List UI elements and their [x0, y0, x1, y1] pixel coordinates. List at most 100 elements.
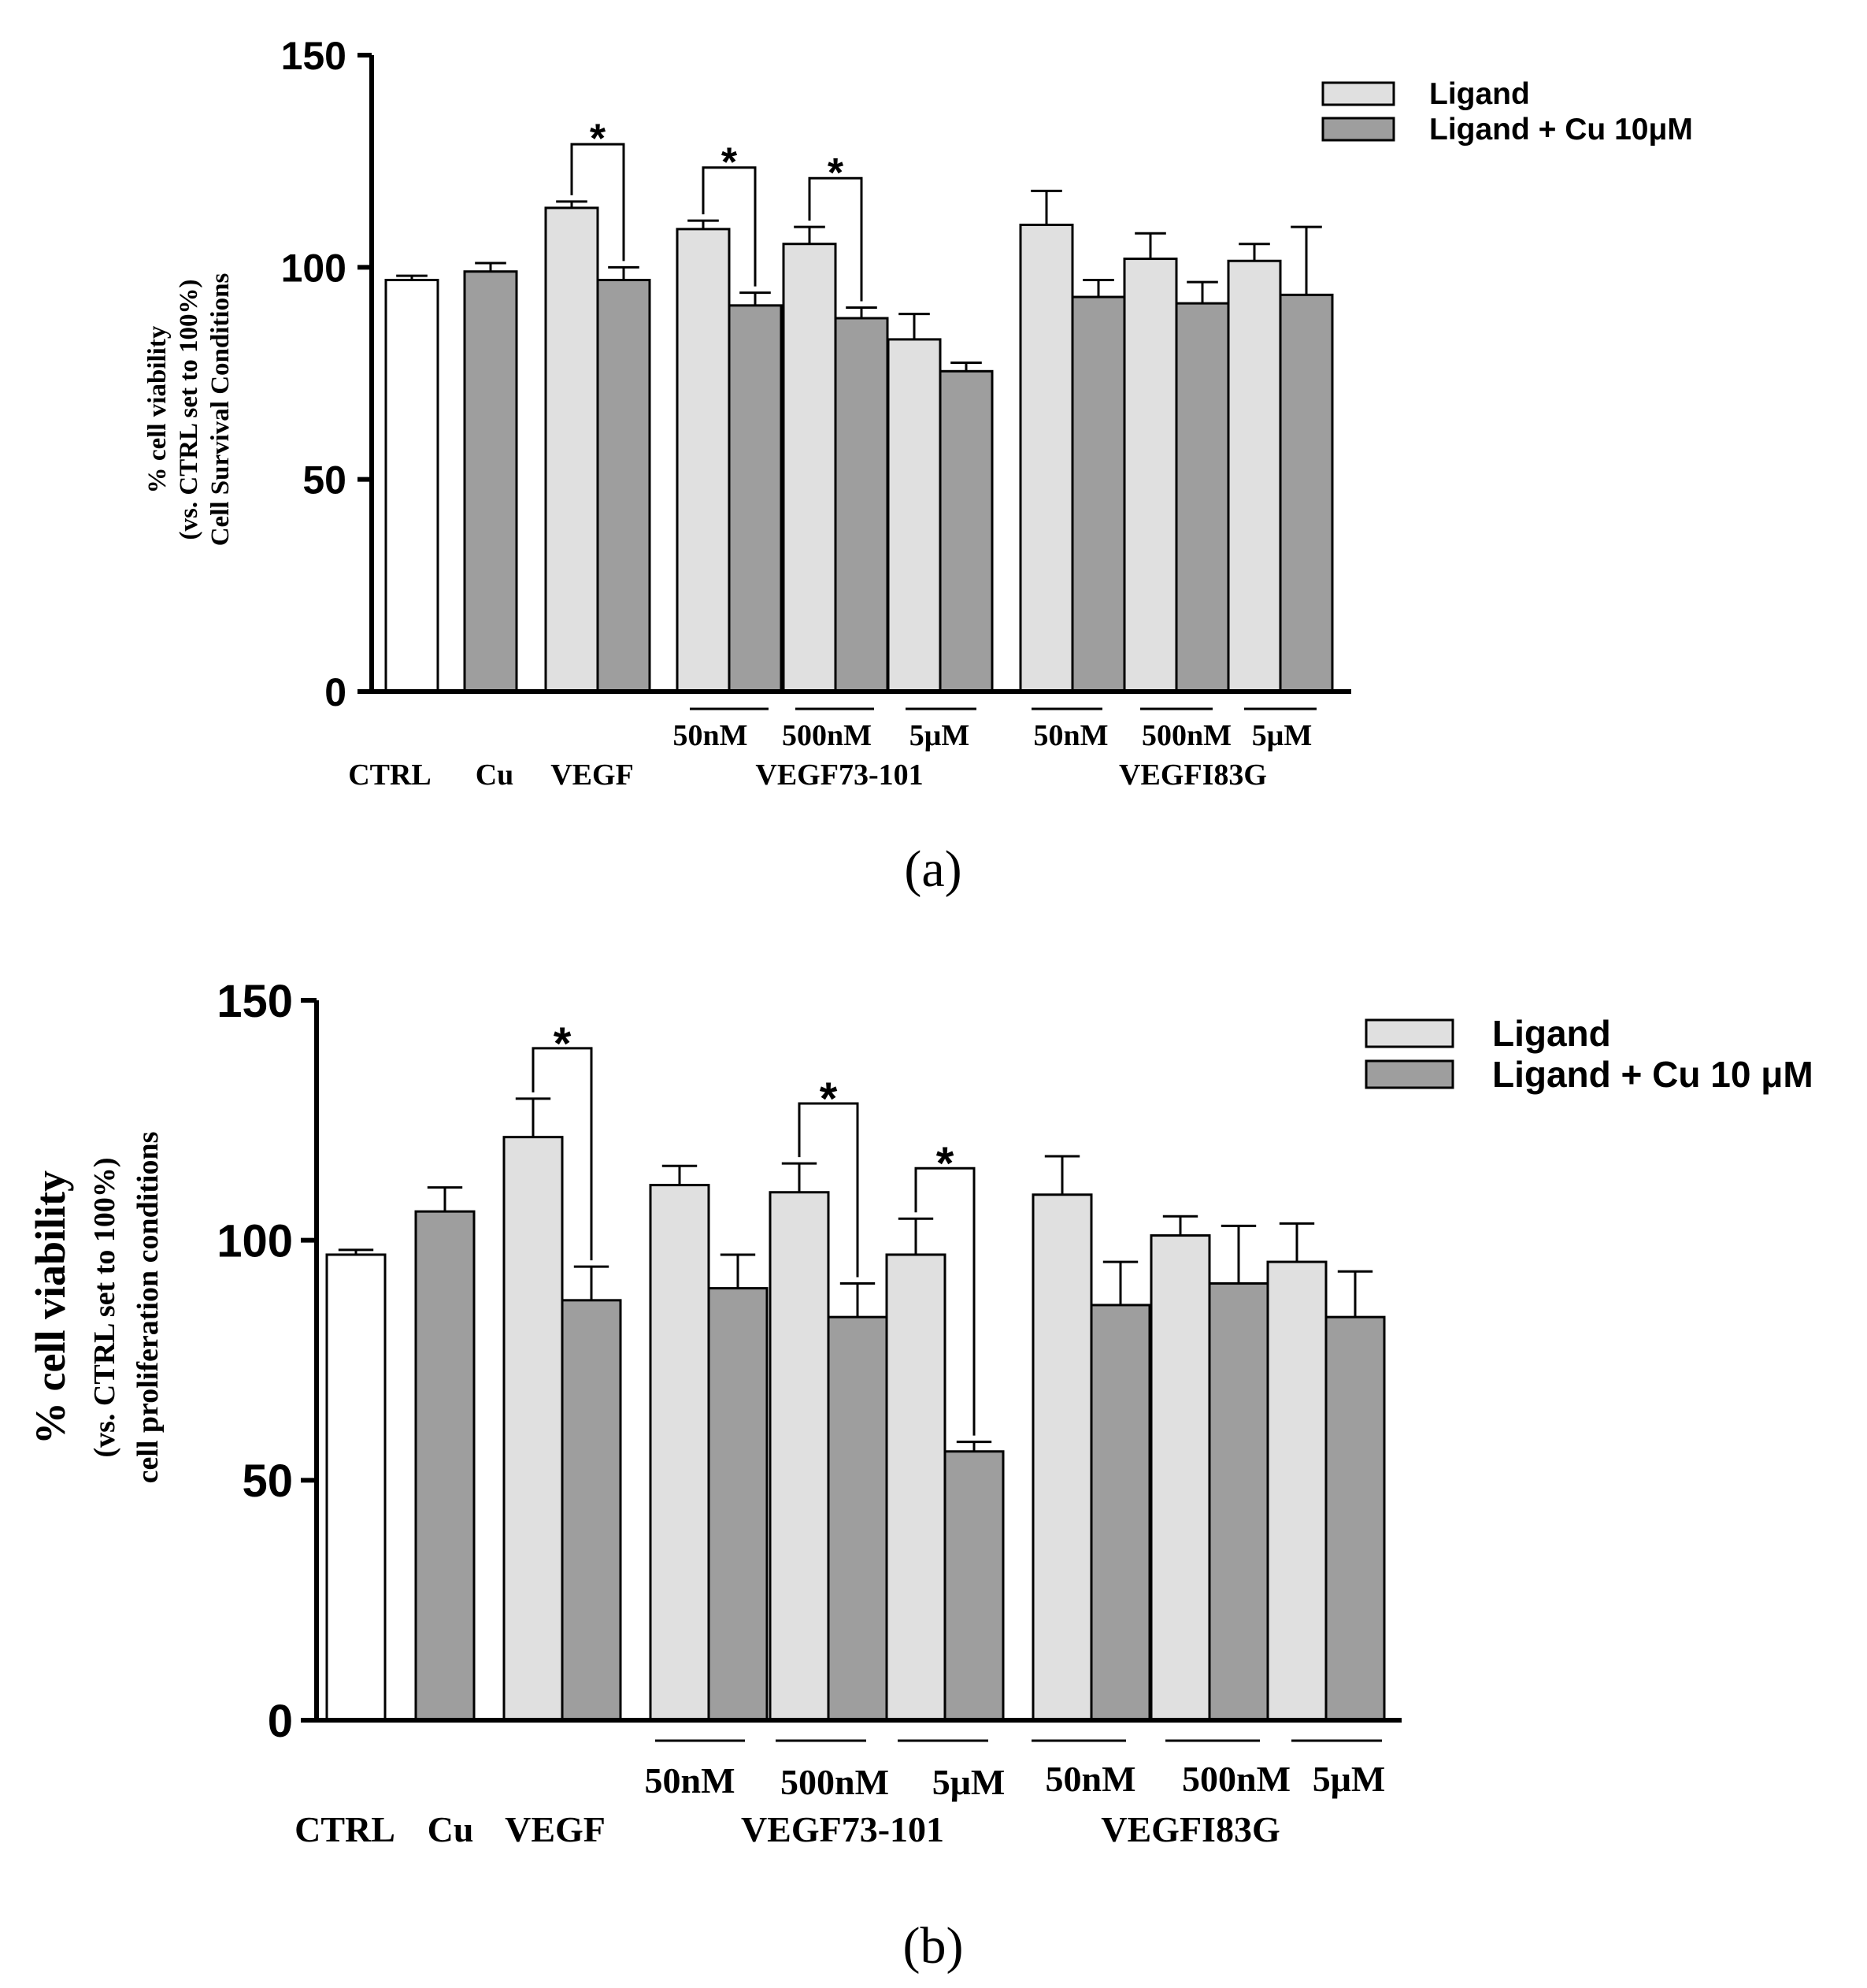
y-ticks-a: 0 50 100 150: [281, 34, 372, 714]
y-axis-label-a-line1: % cell viability: [143, 325, 172, 493]
y-axis-label-a-line3: Cell Survival Conditions: [206, 273, 235, 547]
svg-text:(vs. CTRL set to 100%): (vs. CTRL set to 100%): [175, 280, 203, 540]
bar-a-5: [728, 304, 783, 693]
svg-text:(vs. CTRL set to 100%): (vs. CTRL set to 100%): [88, 1157, 121, 1457]
y-axis-label-b-line3: cell proliferation conditions: [132, 1132, 165, 1484]
legend-label-ligand-a: Ligand: [1429, 77, 1530, 111]
bar-b-0: [325, 1253, 387, 1722]
legend-swatch-ligand-b: [1365, 1018, 1454, 1048]
bar-a-1: [463, 270, 518, 693]
legend-b: Ligand Ligand + Cu 10 μM: [1365, 1013, 1813, 1095]
bar-b-1: [414, 1210, 476, 1722]
y-tick-label-b-50: 50: [242, 1456, 293, 1507]
bar-b-4: [649, 1184, 710, 1722]
bar-a-8: [887, 338, 942, 693]
significance-bracket-a-2: [808, 176, 863, 302]
legend-label-ligand-b: Ligand: [1492, 1013, 1611, 1054]
bar-a-7: [834, 317, 889, 693]
y-tick-label-b-0: 0: [268, 1696, 293, 1747]
y-ticks-b: 0 50 100 150: [217, 976, 317, 1747]
sublabel-b-500nM-1: 500nM: [780, 1762, 889, 1802]
sublabel-b-5uM-2: 5μM: [1313, 1759, 1386, 1799]
bar-a-10: [1019, 223, 1074, 693]
y-tick-label-b-150: 150: [217, 976, 293, 1027]
bar-b-7: [827, 1315, 888, 1722]
bar-a-11: [1071, 295, 1126, 693]
significance-bracket-a-1: [702, 166, 757, 287]
sublabel-a-500nM-2: 500nM: [1142, 719, 1232, 752]
y-tick-label-b-100: 100: [217, 1216, 293, 1267]
legend-swatch-ligand-a: [1321, 81, 1395, 106]
sublabel-a-50nM-2: 50nM: [1034, 719, 1109, 752]
sublabel-b-500nM-2: 500nM: [1182, 1759, 1291, 1799]
chart-b: * * * 0 50 100 150 % cell viability (vs. CTRL…: [27, 976, 1813, 1975]
category-a-ctrl: CTRL: [348, 758, 432, 792]
category-a-cu: Cu: [476, 758, 514, 792]
legend-a: Ligand Ligand + Cu 10μM: [1321, 77, 1693, 147]
bar-a-15: [1279, 293, 1334, 693]
y-tick-label-a-0: 0: [324, 670, 346, 714]
bar-b-8: [885, 1253, 946, 1722]
bar-b-13: [1208, 1282, 1269, 1722]
significance-bracket-b-0: [532, 1047, 593, 1261]
category-a-vegfi83g: VEGFI83G: [1119, 758, 1267, 792]
category-b-vegf73-101: VEGF73-101: [741, 1809, 944, 1849]
significance-star-b-1: *: [820, 1074, 838, 1125]
bar-b-14: [1266, 1260, 1328, 1722]
sublabel-a-5uM-1: 5μM: [909, 719, 969, 752]
category-a-vegf73-101: VEGF73-101: [755, 758, 923, 792]
sublabel-a-5uM-2: 5μM: [1252, 719, 1312, 752]
y-axis-label-b-line2: (vs. CTRL set to 100%): [88, 1157, 121, 1457]
bar-b-9: [943, 1450, 1005, 1722]
legend-swatch-ligand-cu-a: [1321, 117, 1395, 142]
significance-star-b-2: *: [936, 1138, 954, 1189]
category-b-ctrl: CTRL: [294, 1809, 395, 1849]
bar-a-2: [544, 206, 599, 693]
y-axis-label-a-line2: (vs. CTRL set to 100%): [175, 280, 203, 540]
category-b-cu: Cu: [428, 1809, 474, 1849]
bar-a-4: [676, 228, 731, 693]
bar-a-3: [596, 278, 651, 693]
bar-b-2: [502, 1136, 564, 1722]
sublabel-b-5uM-1: 5μM: [932, 1762, 1006, 1802]
svg-text:% cell viability: % cell viability: [143, 325, 172, 493]
significance-bracket-b-2: [914, 1166, 976, 1436]
bar-b-5: [707, 1287, 769, 1722]
category-a-vegf: VEGF: [550, 758, 634, 792]
category-b-vegfi83g: VEGFI83G: [1101, 1809, 1280, 1849]
sublabel-b-50nM-2: 50nM: [1046, 1759, 1136, 1799]
significance-brackets-b: * * *: [532, 1018, 976, 1436]
legend-swatch-ligand-cu-b: [1365, 1059, 1454, 1089]
significance-bracket-b-1: [798, 1102, 859, 1278]
sublabel-a-500nM-1: 500nM: [782, 719, 872, 752]
bar-a-13: [1175, 302, 1230, 693]
bar-a-12: [1123, 258, 1178, 693]
bars-b: [325, 1136, 1386, 1722]
y-tick-label-a-150: 150: [281, 34, 346, 78]
bar-b-11: [1090, 1304, 1151, 1722]
bar-a-9: [939, 369, 994, 693]
significance-brackets-a: * * *: [570, 117, 863, 302]
svg-text:Cell Survival Conditions: Cell Survival Conditions: [206, 273, 235, 547]
chart-a: * * * 0 50 100 150 % cell viability (vs. CTRL…: [143, 34, 1693, 898]
significance-star-a-0: *: [590, 117, 606, 162]
bar-a-6: [782, 243, 837, 693]
bar-b-10: [1032, 1193, 1093, 1722]
category-b-vegf: VEGF: [505, 1809, 606, 1849]
error-bars-a: [396, 189, 1322, 372]
bars-a: [384, 206, 1334, 693]
sublabel-a-50nM-1: 50nM: [673, 719, 748, 752]
bar-a-14: [1227, 259, 1282, 693]
bar-b-15: [1324, 1315, 1386, 1722]
svg-text:cell proliferation conditions: cell proliferation conditions: [132, 1132, 165, 1484]
y-tick-label-a-100: 100: [281, 246, 346, 290]
y-tick-label-a-50: 50: [302, 458, 346, 503]
caption-b: (b): [903, 1917, 964, 1975]
bar-b-12: [1150, 1234, 1211, 1722]
y-axis-label-b-line1: % cell viability: [27, 1170, 74, 1445]
bar-b-6: [769, 1191, 830, 1722]
bar-a-0: [384, 278, 439, 693]
significance-star-a-2: *: [828, 150, 844, 196]
significance-star-a-1: *: [721, 139, 738, 185]
